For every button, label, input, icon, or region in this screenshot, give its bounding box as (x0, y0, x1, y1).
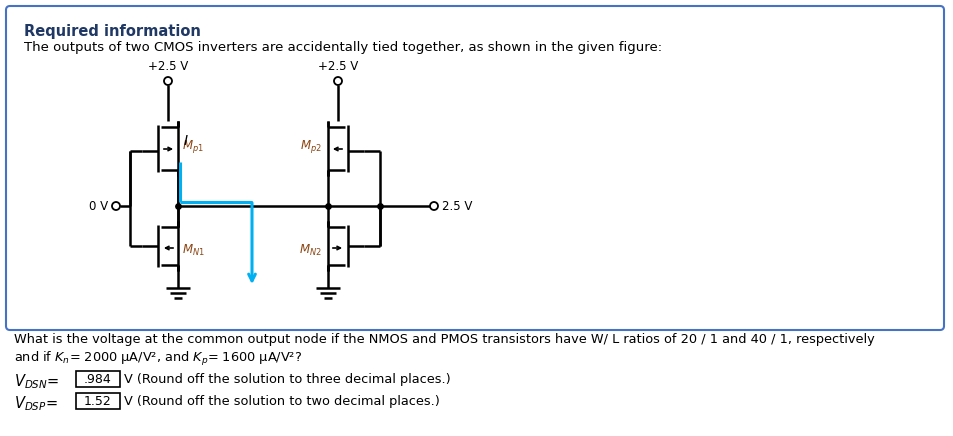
Text: $M_{p2}$: $M_{p2}$ (300, 139, 322, 156)
FancyBboxPatch shape (6, 6, 943, 330)
Text: $V_{DSP}$=: $V_{DSP}$= (14, 394, 57, 413)
Text: V (Round off the solution to two decimal places.): V (Round off the solution to two decimal… (124, 395, 439, 408)
Text: I: I (184, 134, 188, 148)
Text: The outputs of two CMOS inverters are accidentally tied together, as shown in th: The outputs of two CMOS inverters are ac… (24, 41, 661, 54)
Text: and if $K_n$= 2000 μA/V², and $K_p$= 1600 μA/V²?: and if $K_n$= 2000 μA/V², and $K_p$= 160… (14, 350, 302, 368)
Text: $M_{N2}$: $M_{N2}$ (299, 242, 322, 258)
Bar (76, 393, 120, 409)
Text: .984: .984 (84, 372, 112, 385)
Text: Required information: Required information (24, 24, 201, 39)
Text: +2.5 V: +2.5 V (148, 60, 188, 73)
Text: 0 V: 0 V (89, 200, 108, 212)
Text: 2.5 V: 2.5 V (441, 200, 472, 212)
Text: +2.5 V: +2.5 V (317, 60, 357, 73)
Text: V (Round off the solution to three decimal places.): V (Round off the solution to three decim… (124, 372, 450, 385)
Text: $M_{N1}$: $M_{N1}$ (182, 242, 205, 258)
Bar (76, 371, 120, 387)
Text: What is the voltage at the common output node if the NMOS and PMOS transistors h: What is the voltage at the common output… (14, 333, 874, 346)
Text: $M_{p1}$: $M_{p1}$ (182, 139, 204, 156)
Text: $V_{DSN}$=: $V_{DSN}$= (14, 372, 59, 391)
Text: 1.52: 1.52 (84, 395, 112, 408)
